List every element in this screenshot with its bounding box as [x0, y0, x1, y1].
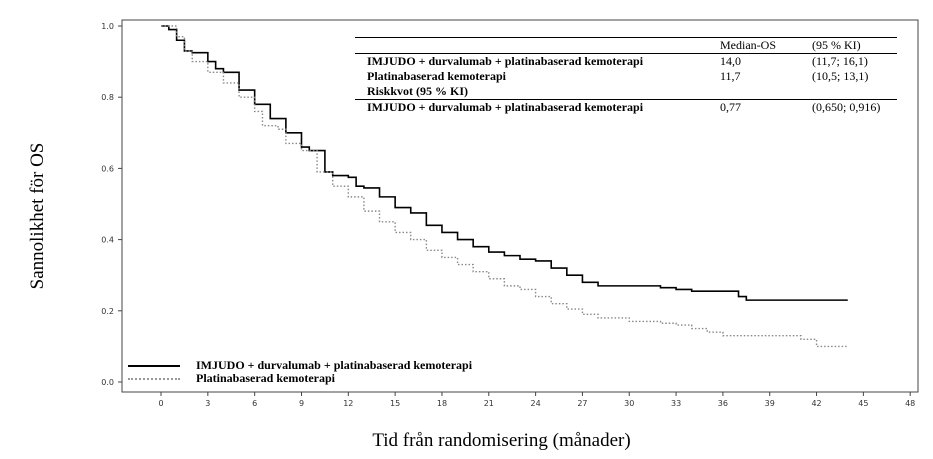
- y-tick-label: 0.4: [101, 236, 114, 245]
- plot-frame: [121, 19, 919, 393]
- x-tick-label: 27: [577, 399, 587, 408]
- survival-curve-platina: [161, 25, 848, 348]
- x-tick-label: 0: [158, 399, 163, 408]
- median-os-table: Median-OS (95 % KI) IMJUDO + durvalumab …: [355, 37, 897, 115]
- x-tick-label: 24: [531, 399, 541, 408]
- y-tick-label: 1.0: [101, 22, 114, 31]
- legend-item-imjudo: IMJUDO + durvalumab + platinabaserad kem…: [128, 358, 472, 372]
- x-tick-label: 36: [718, 399, 728, 408]
- x-tick-label: 45: [858, 399, 868, 408]
- x-tick-label: 39: [765, 399, 775, 408]
- x-tick-label: 21: [484, 399, 494, 408]
- legend-swatch-dotted: [128, 377, 180, 380]
- x-axis-label: Tid från randomisering (månader): [372, 430, 631, 451]
- y-axis-label: Sannolikhet för OS: [27, 142, 48, 290]
- table-row: Riskkvot (95 % KI): [367, 84, 469, 98]
- x-tick-label: 6: [252, 399, 257, 408]
- table-row: IMJUDO + durvalumab + platinabaserad kem…: [355, 99, 897, 115]
- legend-swatch-solid: [128, 364, 180, 367]
- table-row: IMJUDO + durvalumab + platinabaserad kem…: [355, 53, 897, 69]
- x-tick-label: 48: [905, 399, 915, 408]
- table-header-row: Median-OS (95 % KI): [355, 37, 897, 53]
- survival-curve-imjudo: [161, 25, 848, 301]
- x-tick-label: 12: [343, 399, 353, 408]
- legend-item-platina: Platinabaserad kemoterapi: [128, 371, 472, 385]
- y-tick-label: 0.2: [101, 307, 114, 316]
- x-tick-label: 30: [624, 399, 634, 408]
- y-tick-label: 0.8: [101, 93, 114, 102]
- x-tick-label: 18: [437, 399, 447, 408]
- table-row: Platinabaserad kemoterapi 11,7 (10,5; 13…: [367, 69, 869, 83]
- x-tick-label: 3: [205, 399, 210, 408]
- legend: IMJUDO + durvalumab + platinabaserad kem…: [128, 358, 472, 385]
- y-tick-label: 0.0: [101, 378, 114, 387]
- x-tick-label: 33: [671, 399, 681, 408]
- x-tick-label: 42: [811, 399, 821, 408]
- x-tick-label: 9: [299, 399, 304, 408]
- y-tick-label: 0.6: [101, 164, 114, 173]
- x-tick-label: 15: [390, 399, 400, 408]
